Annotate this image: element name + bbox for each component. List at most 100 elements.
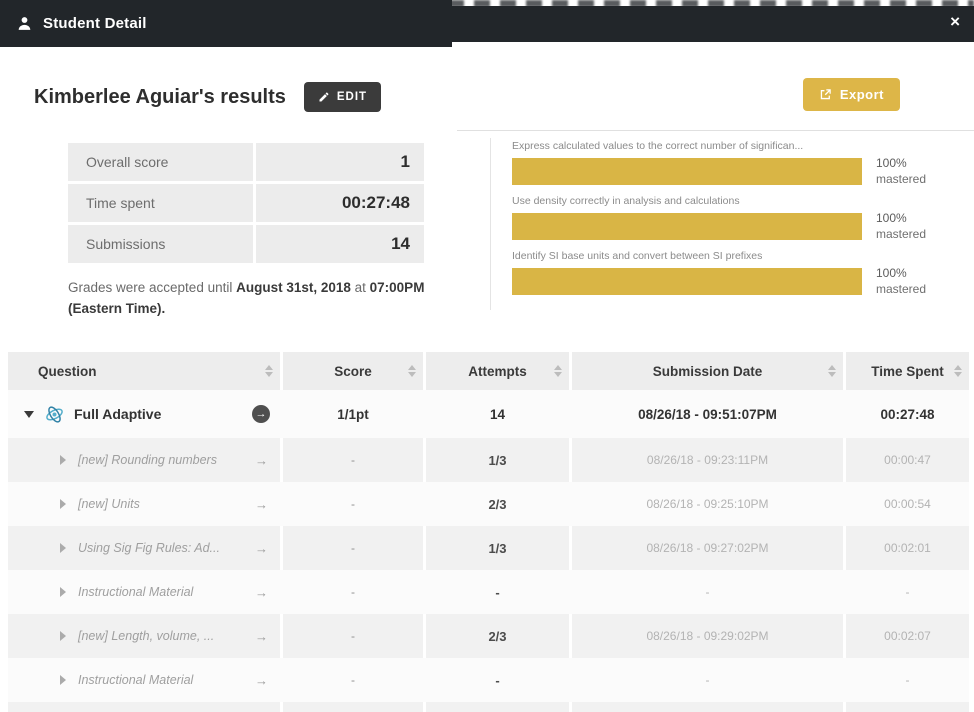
time-spent-cell: 00:00:54: [884, 497, 931, 511]
adaptive-assignment-icon: [46, 405, 63, 423]
sort-icon[interactable]: [265, 365, 273, 377]
table-row[interactable]: Instructional Material → - - - -: [8, 570, 969, 614]
question-name[interactable]: Instructional Material: [78, 673, 194, 687]
export-button-label: Export: [839, 87, 884, 102]
mastery-status: mastered: [876, 226, 927, 241]
score-cell: -: [283, 614, 426, 658]
table-row[interactable]: Instructional Material → - - - -: [8, 658, 969, 702]
open-question-icon[interactable]: →: [255, 628, 268, 644]
question-name[interactable]: Using Sig Fig Rules: Ad...: [78, 541, 220, 555]
question-name[interactable]: [new] Length, volume, ...: [78, 629, 215, 643]
expand-caret-icon[interactable]: [60, 499, 66, 509]
submission-date-cell: -: [705, 585, 710, 599]
expand-caret-icon[interactable]: [60, 675, 66, 685]
score-cell: -: [283, 438, 426, 482]
column-header-question[interactable]: Question: [8, 352, 283, 390]
objective-item: Identify SI base units and convert betwe…: [512, 250, 952, 297]
mastery-percent: 100%: [876, 211, 907, 226]
table-row[interactable]: Using Sig Fig Rules: Ad... → - 1/3 08/26…: [8, 526, 969, 570]
column-header-attempts[interactable]: Attempts: [426, 352, 572, 390]
expand-caret-icon[interactable]: [60, 631, 66, 641]
stat-label: Submissions: [68, 225, 253, 263]
question-name[interactable]: [new] Units: [78, 497, 140, 511]
time-spent-cell: 00:02:01: [884, 541, 931, 555]
stat-row-submissions: Submissions 14: [68, 225, 424, 263]
export-button[interactable]: Export: [802, 78, 900, 111]
question-name[interactable]: Instructional Material: [78, 585, 194, 599]
question-name[interactable]: Full Adaptive: [74, 406, 162, 422]
score-cell: -: [351, 585, 355, 599]
expand-caret-icon[interactable]: [60, 455, 66, 465]
column-header-label: Question: [38, 363, 97, 379]
open-question-icon[interactable]: →: [255, 584, 268, 600]
summary-stats-table: Overall score 1 Time spent 00:27:48 Subm…: [68, 143, 424, 266]
results-table: Question Score Attempts Submission Date …: [8, 352, 969, 712]
column-header-label: Score: [334, 363, 372, 379]
open-question-icon[interactable]: →: [252, 405, 270, 423]
sort-icon[interactable]: [828, 365, 836, 377]
column-header-submission-date[interactable]: Submission Date: [572, 352, 846, 390]
objective-item: Express calculated values to the correct…: [512, 140, 952, 187]
sort-icon[interactable]: [954, 365, 962, 377]
score-cell: -: [283, 702, 426, 712]
page-title: Kimberlee Aguiar's results: [34, 85, 286, 108]
objective-label: Use density correctly in analysis and ca…: [512, 195, 740, 208]
submission-date-cell: 08/26/18 - 09:27:02PM: [572, 526, 846, 570]
question-name[interactable]: [new] Rounding numbers: [78, 453, 217, 467]
submission-date-cell: 08/26/18 - 09:51:07PM: [638, 406, 777, 422]
grades-note-time: 07:00PM (Eastern Time).: [68, 280, 425, 316]
stat-value: 1: [256, 143, 424, 181]
grades-note-text: Grades were accepted until: [68, 280, 237, 295]
stat-row-time-spent: Time spent 00:27:48: [68, 184, 424, 222]
edit-button-label: EDIT: [336, 91, 368, 103]
mastery-percent-label: 100% mastered: [876, 211, 926, 242]
submission-date-cell: 08/26/18 - 09:23:11PM: [572, 438, 846, 482]
column-header-time-spent[interactable]: Time Spent: [846, 352, 969, 390]
expand-caret-icon[interactable]: [60, 543, 66, 553]
open-question-icon[interactable]: →: [255, 672, 268, 688]
time-spent-cell: 00:00:47: [884, 453, 931, 467]
open-question-icon[interactable]: →: [255, 496, 268, 512]
table-row[interactable]: [new] Rounding numbers → - 1/3 08/26/18 …: [8, 438, 969, 482]
table-row[interactable]: [new] Units → - 2/3 08/26/18 - 09:25:10P…: [8, 482, 969, 526]
mastery-percent: 100%: [876, 266, 907, 281]
modal-title-tab: Student Detail: [0, 0, 452, 47]
submission-date-cell: 08/26/18 - 09:25:10PM: [646, 497, 769, 511]
pencil-icon: [319, 92, 329, 102]
open-question-icon[interactable]: →: [255, 540, 268, 556]
table-row-full-adaptive[interactable]: Full Adaptive → 1/1pt 14 08/26/18 - 09:5…: [8, 390, 969, 438]
submission-date-cell: 08/26/18 - 09:32:06PM: [572, 702, 846, 712]
sort-icon[interactable]: [408, 365, 416, 377]
time-spent-cell: -: [905, 585, 910, 599]
time-spent-cell: 00:02:07: [884, 629, 931, 643]
close-icon[interactable]: ×: [950, 12, 960, 31]
column-header-score[interactable]: Score: [283, 352, 426, 390]
edit-button[interactable]: EDIT: [303, 82, 382, 112]
column-header-label: Attempts: [468, 363, 527, 379]
objective-label: Express calculated values to the correct…: [512, 140, 804, 152]
score-cell: -: [351, 497, 355, 511]
submission-date-cell: -: [705, 673, 710, 687]
mastery-percent-label: 100% mastered: [876, 156, 926, 187]
table-row[interactable]: [new] Length, volume, ... → - 2/3 08/26/…: [8, 614, 969, 658]
collapse-caret-icon[interactable]: [24, 410, 34, 418]
grades-accepted-note: Grades were accepted until August 31st, …: [68, 278, 448, 320]
attempts-cell: 14: [489, 406, 506, 422]
stat-row-overall-score: Overall score 1: [68, 143, 424, 181]
attempts-cell: -: [495, 672, 500, 688]
mastery-bar: [512, 213, 862, 241]
stat-value: 00:27:48: [256, 184, 424, 222]
person-icon: [18, 17, 31, 30]
expand-caret-icon[interactable]: [60, 587, 66, 597]
grades-note-text: at: [350, 280, 370, 295]
attempts-cell: 1/3: [426, 438, 572, 482]
time-spent-cell: -: [905, 673, 910, 687]
stat-label: Time spent: [68, 184, 253, 222]
score-cell: -: [283, 526, 426, 570]
time-spent-cell: 00:27:48: [880, 406, 935, 422]
sort-icon[interactable]: [554, 365, 562, 377]
table-row[interactable]: [new] Matching units... → - 2/3 08/26/18…: [8, 702, 969, 712]
open-question-icon[interactable]: →: [255, 452, 268, 468]
submission-date-cell: 08/26/18 - 09:29:02PM: [572, 614, 846, 658]
